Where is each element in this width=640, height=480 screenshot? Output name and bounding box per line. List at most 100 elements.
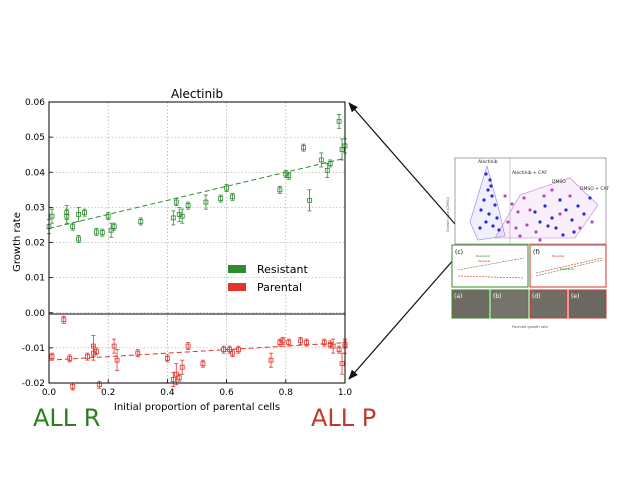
parental-data-point <box>61 315 67 324</box>
resistant-data-point <box>76 235 81 243</box>
inset-purple-point <box>518 234 522 238</box>
resistant-marker <box>203 199 209 205</box>
inset-blue-point <box>484 172 488 176</box>
inset-blue-point <box>493 203 497 207</box>
parental-data-point <box>321 338 327 347</box>
parental-data-point <box>200 359 206 368</box>
resistant-marker <box>307 197 312 203</box>
resistant-marker <box>339 147 345 152</box>
resistant-data-point <box>93 228 99 236</box>
inset-image-e <box>568 289 607 319</box>
parental-data-point <box>268 352 274 368</box>
y-tick-label: 0.03 <box>25 203 45 213</box>
legend: Resistant Parental <box>228 263 308 294</box>
parental-data-point <box>298 336 304 345</box>
inset-blue-point <box>486 188 490 192</box>
inset-blue-point <box>561 233 565 237</box>
parental-data-point <box>85 352 90 361</box>
inset-blue-point <box>588 196 592 200</box>
parental-marker <box>61 317 67 323</box>
parental-data-point <box>176 373 182 382</box>
parental-marker <box>111 343 117 349</box>
chart-title: Alectinib <box>171 87 223 101</box>
inset-purple-point <box>590 220 594 224</box>
inset-blue-point <box>564 208 568 212</box>
parental-data-point <box>230 349 235 358</box>
resistant-marker <box>336 118 342 124</box>
inset-purple-point <box>538 238 542 242</box>
inset-y-label: Growth rate (DMSO) <box>446 196 450 232</box>
resistant-marker <box>230 194 235 200</box>
connector-arrow-bottom <box>348 257 456 380</box>
plot-frame <box>48 101 346 384</box>
resistant-data-point <box>70 222 76 231</box>
resistant-trend-line <box>48 157 346 229</box>
inset-panel-f <box>529 244 607 288</box>
inset-panel-label-e: (e) <box>571 293 579 300</box>
parental-marker <box>67 356 73 361</box>
inset-blue-point <box>489 184 493 188</box>
inset-blue-point <box>487 212 491 216</box>
inset-purple-point <box>503 194 507 198</box>
resistant-marker <box>277 187 283 193</box>
inset-blue-point <box>543 204 547 208</box>
inset-blue-point <box>488 178 492 182</box>
y-tick-label: 0.00 <box>25 309 45 319</box>
inset-purple-point <box>550 188 554 192</box>
parental-marker <box>298 338 304 344</box>
legend-label-parental: Parental <box>257 281 302 294</box>
resistant-data-point <box>224 184 230 192</box>
parental-marker <box>170 377 176 382</box>
resistant-marker <box>49 213 55 219</box>
inset-blue-point <box>582 212 586 216</box>
inset-purple-point <box>578 226 582 230</box>
parental-marker <box>304 340 309 346</box>
resistant-data-point <box>173 198 179 207</box>
x-tick-label: 0.6 <box>219 388 234 398</box>
parental-data-point <box>164 354 170 363</box>
resistant-marker <box>82 210 87 216</box>
data-marks <box>46 113 348 391</box>
inset-purple-point <box>522 196 526 200</box>
resistant-data-point <box>286 171 292 180</box>
resistant-marker <box>138 219 144 224</box>
parental-marker <box>268 357 274 363</box>
resistant-marker <box>64 213 70 219</box>
inset-label-dmso: DMSO <box>552 179 566 185</box>
x-tick-label: 0.4 <box>160 388 175 398</box>
parental-data-point <box>114 349 120 372</box>
resistant-data-point <box>307 189 312 212</box>
all-resistant-label: ALL R <box>33 404 101 432</box>
inset-hull-blue <box>469 164 506 241</box>
inset-image-b <box>490 289 529 319</box>
parental-marker <box>280 338 286 344</box>
parental-marker <box>176 375 182 381</box>
resistant-marker <box>93 229 99 235</box>
parental-data-point <box>286 338 292 347</box>
legend-swatch-parental <box>228 283 246 291</box>
inset-image-d <box>529 289 568 319</box>
inset-f-legend-parental: Parental <box>552 254 564 258</box>
resistant-data-point <box>301 143 306 152</box>
inset-blue-point <box>558 198 562 202</box>
inset-purple-points <box>503 188 594 242</box>
inset-f-red-line <box>535 257 603 274</box>
parental-data-point <box>330 338 336 354</box>
inset-blue-point <box>546 224 550 228</box>
parental-marker <box>221 347 227 353</box>
resistant-marker <box>179 213 185 219</box>
y-tick-label: -0.01 <box>22 344 45 354</box>
resistant-data-point <box>339 138 345 161</box>
parental-marker <box>321 340 327 346</box>
inset-purple-point <box>525 223 529 227</box>
inset-blue-point <box>482 198 486 202</box>
inset-x-label: Parental growth rate <box>512 325 548 329</box>
y-tick-label: 0.04 <box>25 168 45 178</box>
resistant-marker <box>111 224 117 230</box>
inset-c-green-line <box>457 257 525 271</box>
parental-marker <box>236 347 241 353</box>
resistant-marker <box>99 230 105 236</box>
inset-f-legend-resistant: Resistant <box>560 267 575 271</box>
resistant-data-point <box>203 194 209 210</box>
connector-arrow-top <box>348 102 456 225</box>
